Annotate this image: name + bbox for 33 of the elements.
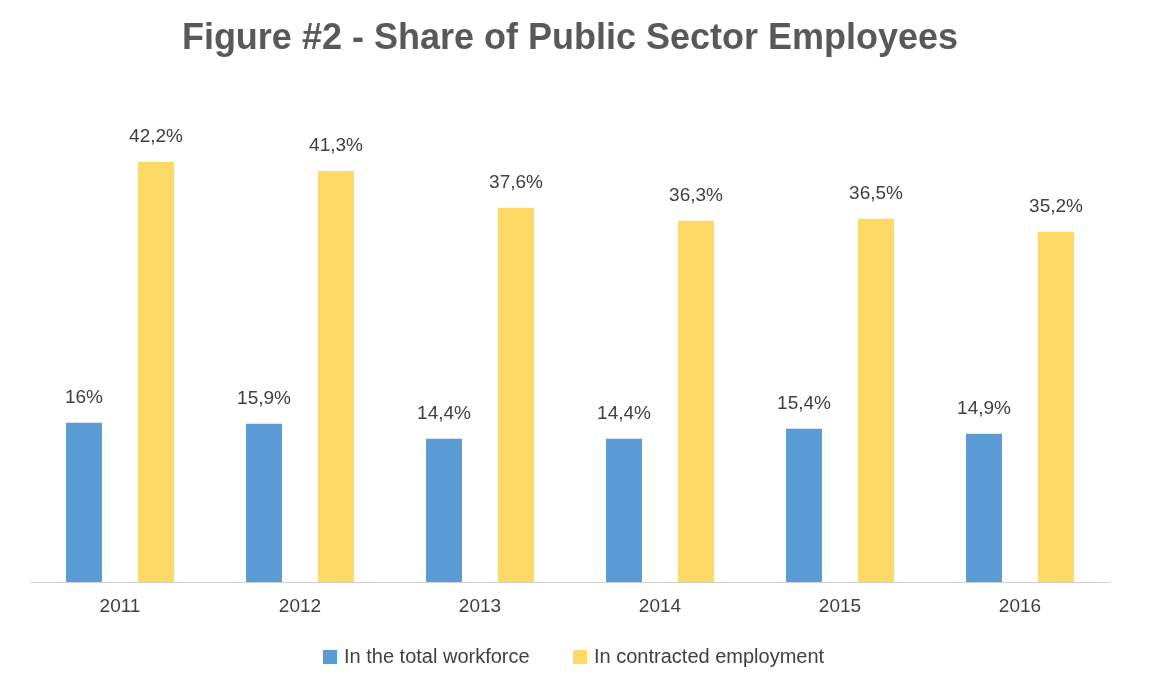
chart-title: Figure #2 - Share of Public Sector Employees (181, 16, 959, 57)
legend-label: In the total workforce (344, 645, 530, 667)
x-tick-label: 2012 (278, 594, 322, 616)
data-label: 16% (64, 385, 104, 407)
data-label: 36,3% (669, 183, 724, 205)
bar (1038, 231, 1074, 582)
bar (318, 170, 354, 582)
bar (858, 218, 894, 582)
bar (426, 438, 462, 582)
data-label: 14,4% (417, 401, 472, 423)
x-tick-label: 2016 (998, 594, 1042, 616)
bar (498, 207, 534, 582)
data-label: 14,4% (597, 401, 652, 423)
bar (246, 423, 282, 582)
data-label: 14,9% (957, 396, 1012, 418)
data-label: 41,3% (309, 133, 364, 155)
bar (678, 220, 714, 582)
x-tick-label: 2011 (99, 594, 141, 616)
bar (606, 438, 642, 582)
data-label: 36,5% (849, 181, 904, 203)
data-label: 15,9% (237, 386, 292, 408)
data-label: 35,2% (1029, 194, 1084, 216)
data-label: 42,2% (129, 125, 184, 146)
x-tick-label: 2014 (638, 594, 682, 616)
bar (966, 433, 1002, 582)
data-label: 37,6% (489, 170, 544, 192)
bar (786, 428, 822, 582)
bar (138, 162, 174, 582)
legend-label: In contracted employment (594, 645, 825, 667)
x-tick-label: 2015 (818, 594, 862, 616)
x-tick-label: 2013 (458, 594, 502, 616)
bar (66, 422, 102, 582)
data-label: 15,4% (777, 391, 832, 413)
